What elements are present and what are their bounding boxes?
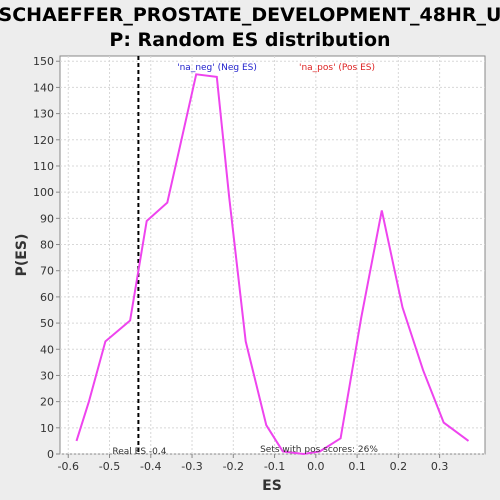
x-axis-title: ES xyxy=(262,478,282,494)
y-tick-label: 30 xyxy=(40,369,54,382)
x-tick-label: -0.4 xyxy=(140,460,161,473)
x-tick-label: -0.1 xyxy=(264,460,285,473)
x-tick-label: -0.3 xyxy=(181,460,202,473)
x-tick-label: 0.1 xyxy=(348,460,366,473)
y-tick-label: 20 xyxy=(40,396,54,409)
real-es-label: Real ES -0.4 xyxy=(112,447,166,457)
x-tick-label: -0.5 xyxy=(99,460,120,473)
chart-title-line-2: P: Random ES distribution xyxy=(109,29,390,51)
y-axis-title: P(ES) xyxy=(14,234,30,277)
pos-scores-annotation: Sets with pos scores: 26% xyxy=(260,445,378,455)
y-tick-label: 60 xyxy=(40,291,54,304)
x-tick-label: -0.6 xyxy=(58,460,79,473)
legend-neg-label: 'na_neg' (Neg ES) xyxy=(177,63,257,73)
y-tick-label: 10 xyxy=(40,422,54,435)
chart-title-line-1: SCHAEFFER_PROSTATE_DEVELOPMENT_48HR_U xyxy=(0,4,500,26)
y-tick-label: 50 xyxy=(40,317,54,330)
x-tick-label: -0.2 xyxy=(223,460,244,473)
y-tick-label: 0 xyxy=(47,448,54,461)
y-tick-label: 140 xyxy=(33,81,54,94)
y-tick-label: 80 xyxy=(40,239,54,252)
y-tick-label: 40 xyxy=(40,343,54,356)
x-tick-label: 0.2 xyxy=(390,460,408,473)
plot-area xyxy=(59,55,486,455)
y-tick-label: 130 xyxy=(33,108,54,121)
grid-lines xyxy=(60,56,485,455)
y-tick-label: 70 xyxy=(40,265,54,278)
x-tick-label: 0.0 xyxy=(307,460,325,473)
y-tick-label: 90 xyxy=(40,212,54,225)
es-distribution-line xyxy=(75,73,470,456)
y-tick-label: 150 xyxy=(33,55,54,68)
legend-pos-label: 'na_pos' (Pos ES) xyxy=(299,63,375,73)
y-tick-label: 110 xyxy=(33,160,54,173)
y-tick-label: 120 xyxy=(33,134,54,147)
y-tick-label: 100 xyxy=(33,186,54,199)
axis-ticks: 0 10 20 30 40 50 60 70 80 90 100 110 120 130 140 150 -0.… xyxy=(33,55,448,473)
x-tick-label: 0.3 xyxy=(431,460,449,473)
